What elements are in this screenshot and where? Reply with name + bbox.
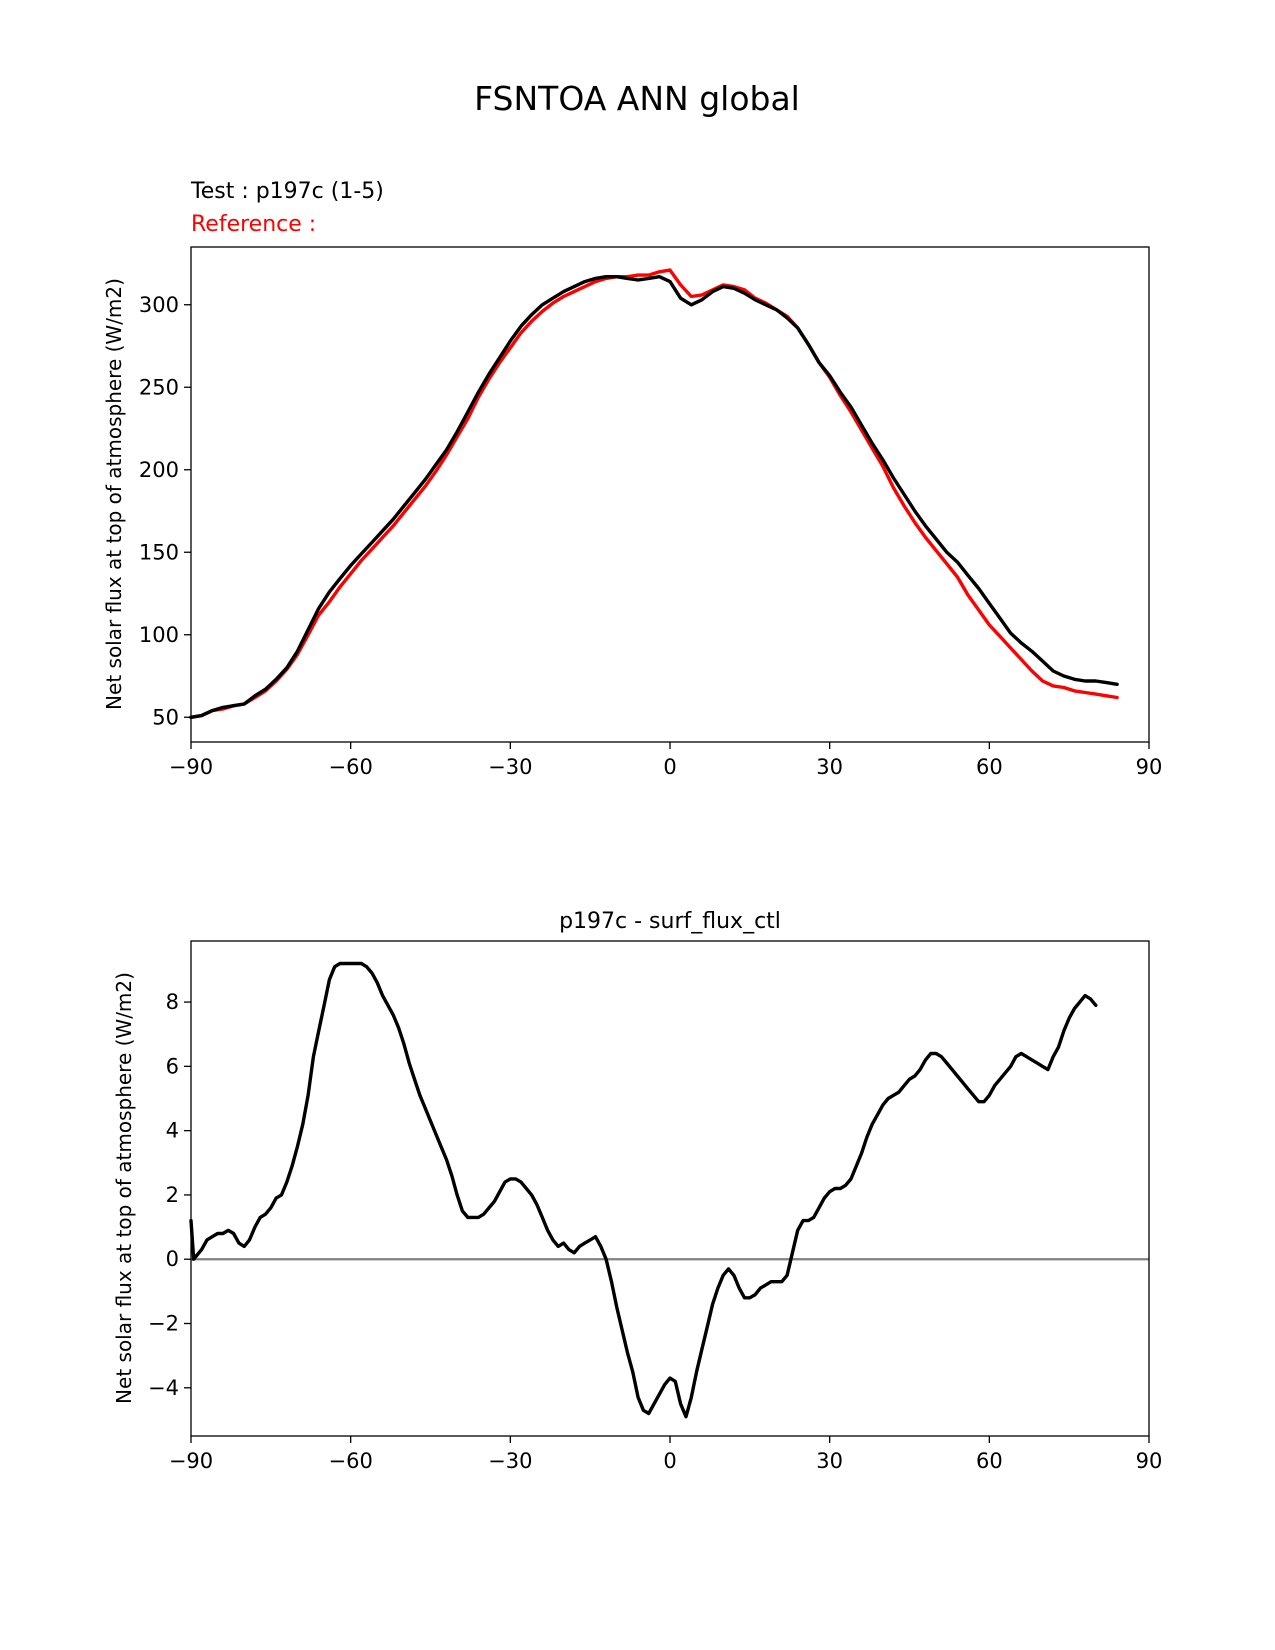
reference-series-line	[189, 268, 1119, 719]
x-tick-label: 30	[816, 1449, 843, 1473]
y-tick-label: 100	[139, 623, 179, 647]
diff-title: p197c - surf_flux_ctl	[559, 909, 781, 934]
top-y-ticks: 50 100 150 200 250 300	[139, 293, 191, 729]
y-tick-label: 300	[139, 293, 179, 317]
y-tick-label: 2	[166, 1183, 179, 1207]
test-series-line	[189, 275, 1119, 719]
y-tick-label: 6	[166, 1054, 179, 1078]
x-tick-label: 90	[1136, 755, 1163, 779]
y-tick-label: 200	[139, 458, 179, 482]
y-tick-label: 150	[139, 540, 179, 564]
bottom-series-group	[189, 961, 1098, 1419]
top-plot-frame	[190, 246, 1150, 743]
x-tick-label: 60	[976, 755, 1003, 779]
bottom-y-axis-label: Net solar flux at top of atmosphere (W/m…	[112, 972, 136, 1404]
y-tick-label: 0	[166, 1247, 179, 1271]
x-tick-label: 0	[663, 1449, 676, 1473]
y-tick-label: −4	[148, 1376, 179, 1400]
figure-title: FSNTOA ANN global	[474, 79, 800, 118]
x-tick-label: −90	[169, 1449, 213, 1473]
difference-series-line	[189, 961, 1098, 1419]
bottom-plot-frame	[190, 940, 1150, 1437]
y-tick-label: 250	[139, 375, 179, 399]
x-tick-label: 30	[816, 755, 843, 779]
x-tick-label: 90	[1136, 1449, 1163, 1473]
x-tick-label: −90	[169, 755, 213, 779]
test-label: Test : p197c (1-5)	[190, 179, 384, 204]
y-tick-label: −2	[148, 1312, 179, 1336]
panel-bottom: p197c - surf_flux_ctl −90 −60 −30 0 30 60 90 −…	[112, 909, 1162, 1473]
x-tick-label: −30	[488, 755, 532, 779]
reference-label: Reference :	[191, 212, 316, 237]
top-x-ticks: −90 −60 −30 0 30 60 90	[169, 742, 1163, 779]
top-series-group	[189, 268, 1119, 719]
bottom-x-ticks: −90 −60 −30 0 30 60 90	[169, 1436, 1163, 1473]
bottom-y-ticks: −4 −2 0 2 4 6 8	[148, 990, 191, 1400]
x-tick-label: 0	[663, 755, 676, 779]
top-y-axis-label: Net solar flux at top of atmosphere (W/m…	[102, 278, 126, 710]
y-tick-label: 4	[166, 1119, 179, 1143]
y-tick-label: 8	[166, 990, 179, 1014]
x-tick-label: −60	[329, 755, 373, 779]
panel-top: Test : p197c (1-5) Reference : −90 −60 −30…	[102, 179, 1162, 779]
x-tick-label: 60	[976, 1449, 1003, 1473]
x-tick-label: −60	[329, 1449, 373, 1473]
x-tick-label: −30	[488, 1449, 532, 1473]
y-tick-label: 50	[152, 705, 179, 729]
